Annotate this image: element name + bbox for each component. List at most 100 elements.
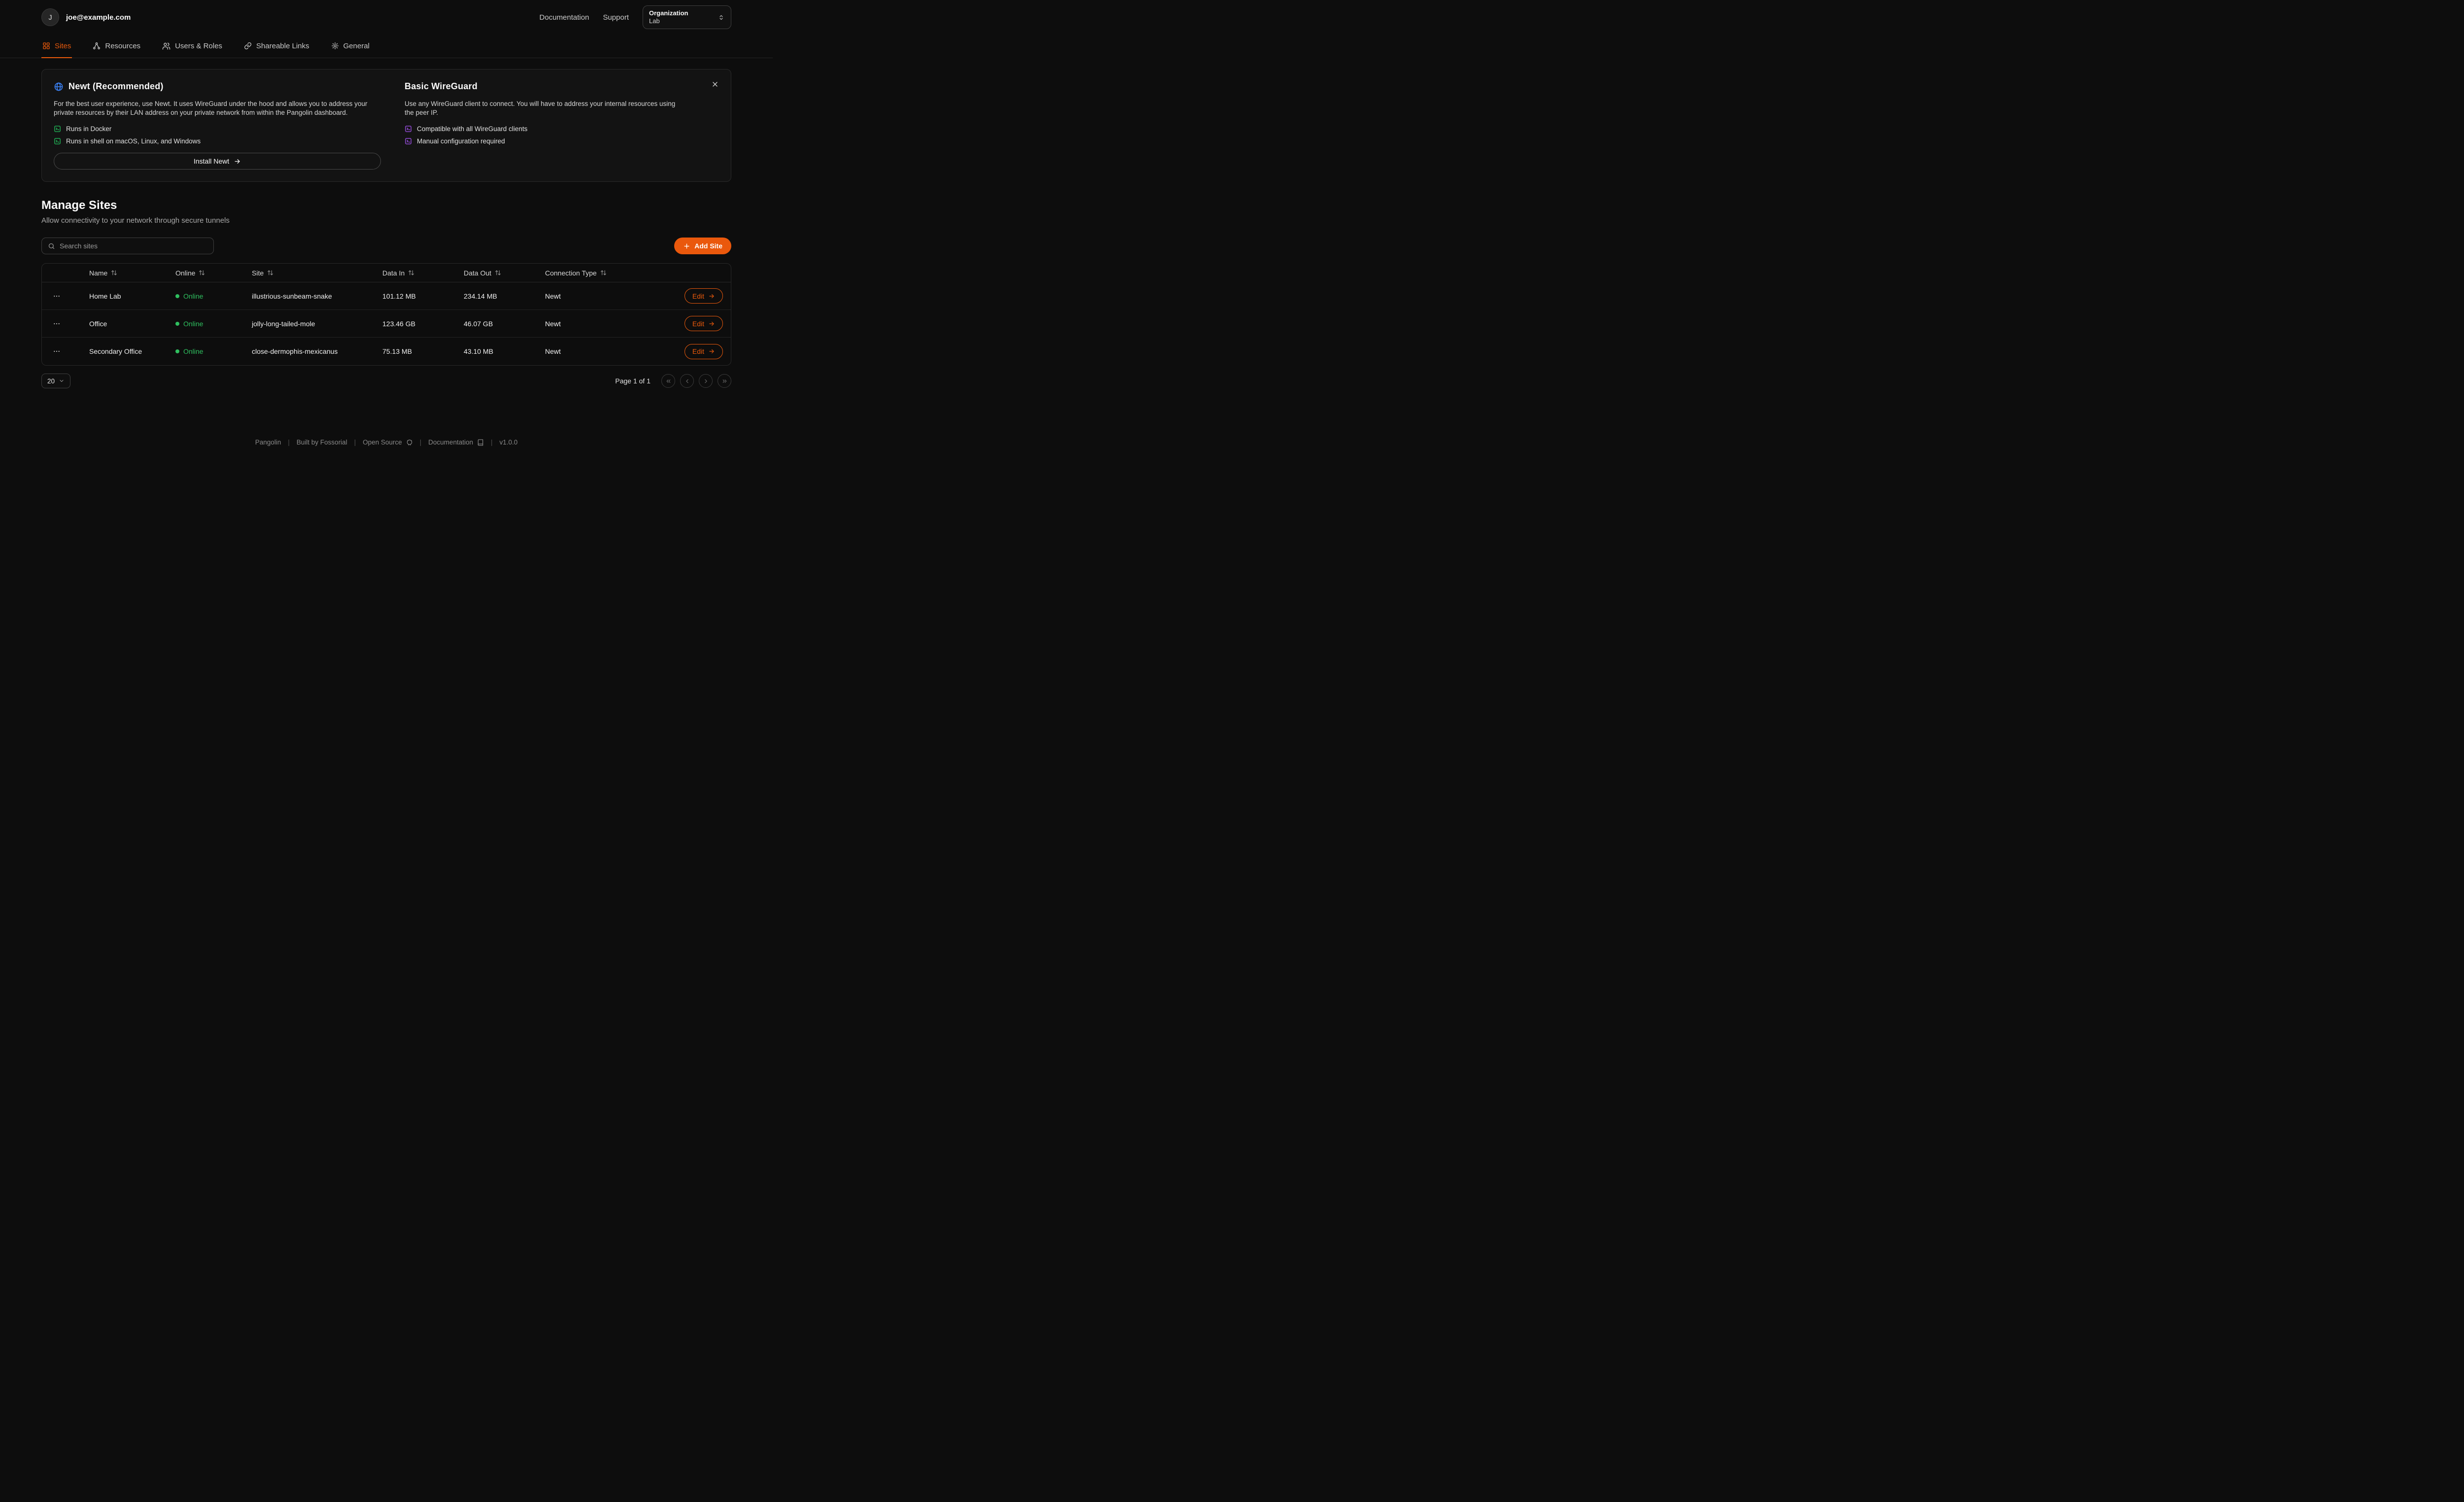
column-header-data-in[interactable]: Data In: [375, 269, 456, 277]
table-row: Office Online jolly-long-tailed-mole 123…: [42, 310, 731, 338]
globe-icon: [54, 82, 64, 92]
grid-icon: [42, 42, 50, 50]
site-name-cell: Office: [89, 319, 107, 328]
book-icon: [477, 439, 484, 446]
terminal-icon: [405, 125, 412, 133]
column-header-site[interactable]: Site: [244, 269, 375, 277]
footer-open-source[interactable]: Open Source: [363, 439, 413, 446]
connection-type-cell: Newt: [545, 347, 561, 356]
install-newt-button[interactable]: Install Newt: [54, 153, 381, 170]
column-header-data-out[interactable]: Data Out: [456, 269, 537, 277]
edit-label: Edit: [692, 292, 704, 300]
column-label: Online: [175, 269, 196, 277]
search-input[interactable]: [60, 242, 207, 250]
online-status-cell: Online: [168, 320, 244, 328]
site-slug-cell: close-dermophis-mexicanus: [252, 347, 338, 356]
chevrons-up-down-icon: [718, 14, 725, 21]
chevrons-left-icon: [665, 378, 672, 384]
footer-pangolin: Pangolin: [255, 439, 281, 446]
sort-icon: [199, 270, 205, 276]
connection-type-cell: Newt: [545, 292, 561, 300]
tab-label: Sites: [55, 41, 71, 50]
user-email: joe@example.com: [66, 13, 131, 22]
site-name-cell: Home Lab: [89, 292, 121, 300]
newt-section: Newt (Recommended) For the best user exp…: [54, 81, 381, 170]
table-header-row: Name Online Site Data In Data Out Connec…: [42, 264, 731, 283]
data-out-cell: 43.10 MB: [464, 347, 493, 356]
add-site-button[interactable]: Add Site: [674, 238, 731, 255]
footer-documentation[interactable]: Documentation: [428, 439, 484, 446]
data-out-cell: 46.07 GB: [464, 319, 493, 328]
footer-version: v1.0.0: [499, 439, 518, 446]
connection-type-cell: Newt: [545, 319, 561, 328]
site-slug-cell: jolly-long-tailed-mole: [252, 319, 315, 328]
row-menu-icon[interactable]: [42, 320, 81, 328]
terminal-icon: [54, 125, 61, 133]
previous-page-button[interactable]: [680, 374, 694, 388]
tab-users-roles[interactable]: Users & Roles: [161, 34, 223, 58]
online-dot: [175, 321, 179, 326]
users-icon: [162, 42, 171, 50]
tab-label: Resources: [105, 41, 141, 50]
gear-icon: [331, 42, 339, 50]
column-header-online[interactable]: Online: [168, 269, 244, 277]
chevron-right-icon: [703, 378, 709, 384]
arrow-right-icon: [234, 158, 241, 165]
avatar[interactable]: J: [41, 8, 59, 26]
data-in-cell: 75.13 MB: [382, 347, 412, 356]
footer-separator: |: [419, 439, 422, 446]
table-row: Home Lab Online illustrious-sunbeam-snak…: [42, 282, 731, 310]
newt-feature: Runs in shell on macOS, Linux, and Windo…: [54, 137, 381, 145]
online-dot: [175, 349, 179, 354]
tab-shareable-links[interactable]: Shareable Links: [243, 34, 310, 58]
organization-value: Lab: [649, 17, 660, 25]
main-nav-tabs: Sites Resources Users & Roles Shareable …: [0, 34, 773, 58]
first-page-button[interactable]: [661, 374, 675, 388]
sort-icon: [267, 270, 274, 276]
footer-built-by[interactable]: Built by Fossorial: [296, 439, 347, 446]
wireguard-description: Use any WireGuard client to connect. You…: [405, 100, 676, 117]
wireguard-feature: Manual configuration required: [405, 137, 684, 145]
table-row: Secondary Office Online close-dermophis-…: [42, 338, 731, 365]
page-info: Page 1 of 1: [615, 377, 650, 385]
chevron-down-icon: [59, 378, 65, 384]
wireguard-section: Basic WireGuard Use any WireGuard client…: [405, 81, 719, 170]
column-header-name[interactable]: Name: [81, 269, 168, 277]
edit-button[interactable]: Edit: [684, 316, 723, 332]
online-dot: [175, 294, 179, 298]
close-icon[interactable]: [708, 77, 722, 91]
footer-separator: |: [354, 439, 356, 446]
terminal-icon: [405, 137, 412, 145]
chevron-left-icon: [684, 378, 690, 384]
edit-label: Edit: [692, 319, 704, 328]
tab-resources[interactable]: Resources: [92, 34, 141, 58]
documentation-link[interactable]: Documentation: [539, 13, 589, 22]
last-page-button[interactable]: [718, 374, 731, 388]
column-header-connection-type[interactable]: Connection Type: [537, 269, 667, 277]
feature-label: Compatible with all WireGuard clients: [417, 125, 528, 133]
pagination-bar: 20 Page 1 of 1: [41, 374, 731, 389]
plus-icon: [683, 242, 690, 250]
edit-button[interactable]: Edit: [684, 343, 723, 359]
data-in-cell: 101.12 MB: [382, 292, 416, 300]
search-icon: [48, 242, 55, 250]
page-subtitle: Allow connectivity to your network throu…: [41, 216, 230, 225]
edit-button[interactable]: Edit: [684, 288, 723, 304]
sort-icon: [111, 270, 117, 276]
row-menu-icon[interactable]: [42, 347, 81, 355]
page-size-select[interactable]: 20: [41, 374, 71, 389]
feature-label: Manual configuration required: [417, 137, 505, 145]
online-status-cell: Online: [168, 347, 244, 355]
search-box: [41, 238, 214, 255]
next-page-button[interactable]: [699, 374, 713, 388]
row-menu-icon[interactable]: [42, 292, 81, 300]
top-bar: J joe@example.com Documentation Support …: [0, 0, 773, 34]
support-link[interactable]: Support: [603, 13, 629, 22]
tab-label: Users & Roles: [175, 41, 222, 50]
data-in-cell: 123.46 GB: [382, 319, 415, 328]
newt-description: For the best user experience, use Newt. …: [54, 100, 368, 117]
organization-selector[interactable]: Organization Lab: [643, 5, 731, 30]
tab-sites[interactable]: Sites: [41, 34, 72, 58]
tab-general[interactable]: General: [330, 34, 371, 58]
add-site-label: Add Site: [694, 242, 722, 250]
